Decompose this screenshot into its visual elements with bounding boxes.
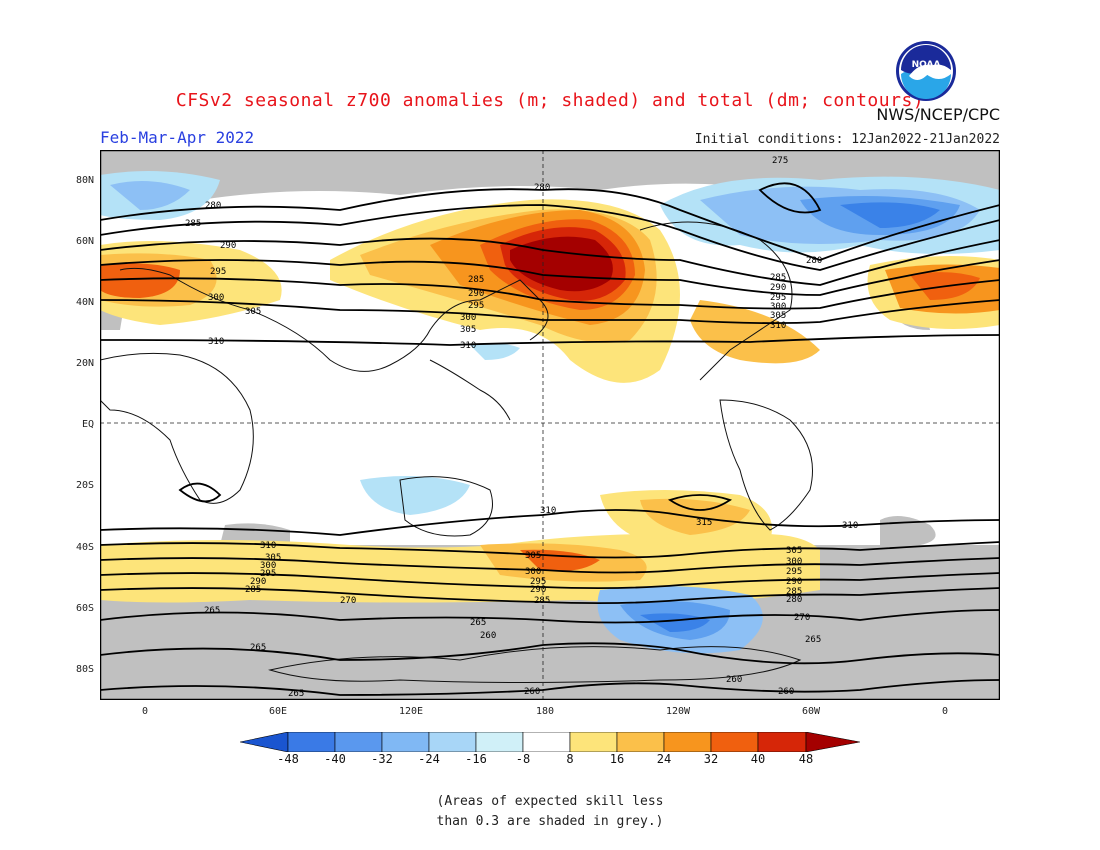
colorbar-label: -24 [418, 752, 440, 766]
continent-outlines [100, 221, 813, 683]
positive-anomaly-north-pacific [330, 199, 680, 383]
contour-label: 265 [250, 643, 266, 653]
contour-label: 310 [540, 506, 556, 516]
contour-label: 260 [524, 687, 540, 697]
negative-anomaly-north [100, 171, 1000, 254]
contour-label: 300 [770, 302, 786, 312]
contour-label: 285 [534, 596, 550, 606]
contour-label: 300 [208, 293, 224, 303]
contour-label: 290 [770, 283, 786, 293]
lon-label: 120W [665, 706, 691, 717]
lat-label: 60N [75, 236, 94, 247]
svg-text:NOAA: NOAA [912, 60, 941, 70]
contour-label: 305 [265, 553, 281, 563]
contour-label: 310 [770, 321, 786, 331]
contour-label: 265 [288, 689, 304, 699]
contour-label: 290 [220, 241, 236, 251]
contour-label: 290 [530, 585, 546, 595]
lon-label: 60W [801, 706, 821, 717]
contour-label: 310 [460, 341, 476, 351]
contour-label: 300 [460, 313, 476, 323]
contour-label: 270 [794, 613, 810, 623]
contour-label: 295 [260, 569, 276, 579]
colorbar-label: 32 [703, 752, 719, 766]
contour-label: 265 [204, 606, 220, 616]
contour-label: 285 [468, 275, 484, 285]
contour-label: 265 [805, 635, 821, 645]
footnote-line-2: than 0.3 are shaded in grey.) [436, 814, 664, 829]
contour-label: 285 [245, 585, 261, 595]
contour-label: 285 [770, 273, 786, 283]
lat-label: EQ [81, 419, 94, 430]
colorbar [240, 732, 860, 752]
contour-label: 300 [260, 561, 276, 571]
contour-label: 280 [786, 595, 802, 605]
colorbar-label: 48 [798, 752, 814, 766]
lat-label: 20S [75, 480, 94, 491]
colorbar-label: -32 [371, 752, 393, 766]
colorbar-label: -40 [324, 752, 346, 766]
agency-label: NWS/NCEP/CPC [876, 105, 1000, 124]
grid-lines [100, 150, 1000, 700]
contour-label: 265 [470, 618, 486, 628]
lat-label: 20N [75, 358, 94, 369]
contour-label: 280 [205, 201, 221, 211]
contour-value-labels: 275 280 280 285 290 295 300 305 310 310 … [185, 156, 858, 699]
contour-label: 310 [842, 521, 858, 531]
lon-label: 0 [141, 706, 149, 717]
contour-label: 305 [770, 311, 786, 321]
contour-label: 295 [468, 301, 484, 311]
contour-label: 305 [460, 325, 476, 335]
contour-label: 260 [778, 687, 794, 697]
lon-label: 180 [535, 706, 555, 717]
colorbar-label: 8 [566, 752, 574, 766]
lat-label: 60S [75, 603, 94, 614]
lat-label: 40N [75, 297, 94, 308]
contour-label: 310 [208, 337, 224, 347]
contour-label: 260 [480, 631, 496, 641]
colorbar-label: 24 [656, 752, 672, 766]
lat-label: 80N [75, 175, 94, 186]
contour-label: 295 [530, 577, 546, 587]
contour-label: 305 [786, 546, 802, 556]
lon-label: 120E [398, 706, 424, 717]
lon-label: 0 [941, 706, 949, 717]
contour-label: 310 [260, 541, 276, 551]
contour-label: 285 [185, 219, 201, 229]
contour-label: 295 [770, 293, 786, 303]
contour-label: 305 [245, 307, 261, 317]
map-panel: 275 280 280 285 290 295 300 305 310 310 … [100, 150, 1000, 700]
contour-label: 280 [534, 183, 550, 193]
contour-label: 260 [726, 675, 742, 685]
contour-label: 290 [250, 577, 266, 587]
colorbar-label: -8 [515, 752, 531, 766]
season-label: Feb-Mar-Apr 2022 [100, 128, 255, 147]
colorbar-label: 16 [609, 752, 625, 766]
lat-label: 40S [75, 542, 94, 553]
contour-label: 300 [786, 557, 802, 567]
map-frame [100, 150, 1000, 700]
skill-footnote: (Areas of expected skill less than 0.3 a… [380, 792, 720, 832]
lon-label: 60E [268, 706, 288, 717]
colorbar-label: -48 [277, 752, 299, 766]
contour-label: 270 [340, 596, 356, 606]
chart-title: CFSv2 seasonal z700 anomalies (m; shaded… [175, 90, 925, 111]
footnote-line-1: (Areas of expected skill less [436, 794, 664, 809]
contour-label: 285 [786, 587, 802, 597]
contour-label: 300 [525, 567, 541, 577]
contour-label: 275 [772, 156, 788, 166]
noaa-logo: NOAA [896, 41, 956, 101]
contour-label: 290 [786, 577, 802, 587]
initial-conditions-label: Initial conditions: 12Jan2022-21Jan2022 [694, 132, 1000, 147]
lat-label: 80S [75, 664, 94, 675]
height-contours [100, 182, 1000, 696]
contour-label: 305 [525, 551, 541, 561]
contour-label: 315 [696, 518, 712, 528]
contour-label: 295 [786, 567, 802, 577]
contour-label: 295 [210, 267, 226, 277]
contour-label: 280 [806, 256, 822, 266]
contour-label: 290 [468, 289, 484, 299]
colorbar-label: 40 [750, 752, 766, 766]
colorbar-label: -16 [465, 752, 487, 766]
